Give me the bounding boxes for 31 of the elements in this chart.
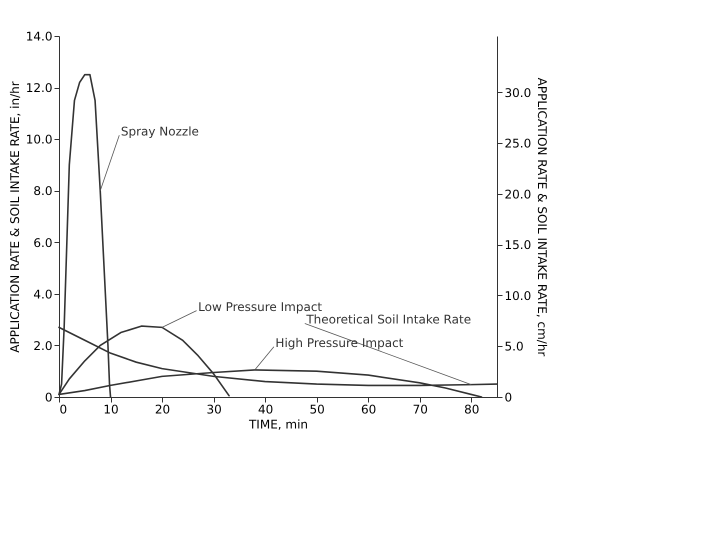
text: Theoretical Soil Intake Rate <box>305 312 472 327</box>
x-tick-label: 10 <box>103 402 119 416</box>
series-label: High Pressure Impact <box>275 336 404 350</box>
x-axis-title: TIME, min <box>248 418 308 432</box>
y-axis-title: APPLICATION RATE & SOIL INTAKE RATE, in/hr <box>8 81 22 353</box>
x-tick-label: 60 <box>361 402 376 416</box>
y2-tick-label: 15.0 <box>504 238 532 252</box>
x-tick-label: 30 <box>206 402 222 416</box>
y-tick-label: 4.0 <box>33 287 52 302</box>
y-tick-label: 12.0 <box>26 81 52 96</box>
y-tick-label: 10.0 <box>26 132 52 147</box>
y-tick-label: 6.0 <box>33 236 52 250</box>
y2-tick-label: 30.0 <box>504 86 532 100</box>
x-tick-label: 50 <box>310 402 325 416</box>
y2-tick-label: 20.0 <box>504 187 532 202</box>
y2-tick-label: 5.0 <box>504 340 524 354</box>
y2-tick-label: 25.0 <box>504 136 532 151</box>
x-tick-label: 70 <box>412 402 428 416</box>
y2-axis-title: APPLICATION RATE & SOIL INTAKE RATE, cm/hr <box>535 78 550 356</box>
y-tick-label: 0 <box>44 390 52 404</box>
x-tick-label: 80 <box>464 402 480 416</box>
x-tick-label: 20 <box>154 402 170 416</box>
y-tick-label: 2.0 <box>33 338 52 353</box>
y2-tick-label: 10.0 <box>504 288 532 303</box>
y-tick-label: 14.0 <box>26 30 52 44</box>
y-tick-label: 8.0 <box>33 184 52 198</box>
series-label: Spray Nozzle <box>120 124 199 138</box>
text: Low Pressure Impact <box>198 300 322 314</box>
x-tick-label: 40 <box>258 402 274 416</box>
x-tick-label: 0 <box>60 402 68 416</box>
y2-tick-label: 0 <box>504 390 512 404</box>
